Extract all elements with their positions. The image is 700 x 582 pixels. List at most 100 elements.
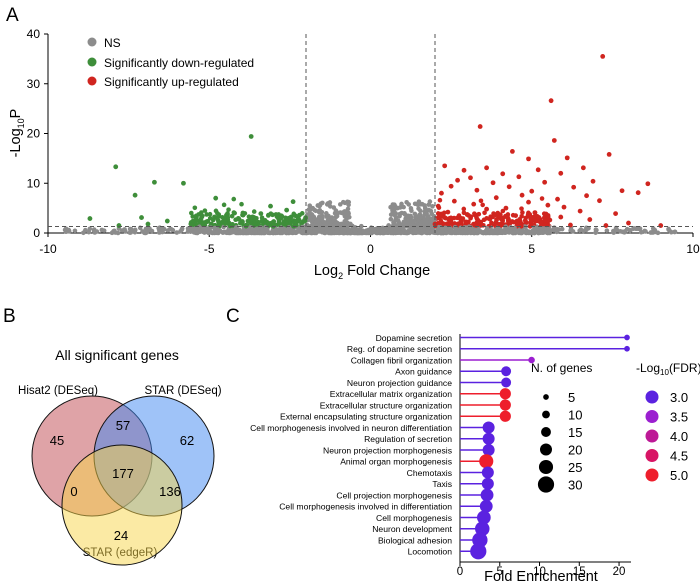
volcano-point: [63, 226, 69, 232]
volcano-point: [213, 195, 219, 201]
legend-label-down: Significantly down-regulated: [104, 56, 254, 70]
volcano-point: [419, 230, 424, 235]
volcano-point: [461, 206, 467, 212]
volcano-point: [506, 184, 512, 190]
term-label: Collagen fibril organization: [351, 355, 452, 365]
volcano-point: [606, 151, 612, 157]
volcano-point: [342, 209, 348, 214]
volcano-point: [495, 210, 501, 216]
term-label: Extracellular matrix organization: [330, 389, 452, 399]
volcano-point: [149, 228, 155, 234]
volcano-point: [284, 207, 290, 213]
volcano-point: [658, 223, 664, 228]
volcano-point: [504, 215, 510, 220]
volcano-point: [520, 210, 525, 215]
volcano-point: [327, 204, 333, 209]
lollipop-head: [482, 432, 495, 445]
term-label: Taxis: [432, 479, 452, 489]
volcano-point: [614, 227, 620, 233]
volcano-point: [580, 165, 586, 171]
volcano-point: [386, 230, 391, 235]
volcano-point: [174, 230, 180, 235]
volcano-point: [441, 210, 447, 216]
volcano-point: [506, 219, 511, 224]
volcano-point: [226, 207, 231, 212]
volcano-point: [430, 204, 435, 209]
volcano-point: [300, 219, 306, 225]
volcano-x-tick-label: 10: [686, 242, 700, 256]
volcano-point: [165, 228, 171, 233]
volcano-point: [401, 204, 406, 210]
term-label: Neuron projection guidance: [347, 378, 452, 388]
volcano-point: [189, 210, 194, 216]
volcano-point: [416, 206, 421, 211]
volcano-point: [139, 215, 144, 220]
volcano-point: [343, 212, 348, 218]
volcano-point: [274, 214, 280, 219]
panel-label-b: B: [3, 306, 16, 327]
volcano-point: [413, 214, 418, 220]
volcano-point: [287, 217, 293, 222]
size-legend-label: 5: [568, 390, 575, 405]
threshold-lines: [48, 34, 693, 233]
volcano-point: [490, 180, 496, 186]
enrichment-x-ticks: 0 5 10 15 20: [457, 562, 625, 578]
volcano-point: [143, 226, 149, 232]
term-label: Extracellular structure organization: [320, 400, 453, 410]
volcano-point: [229, 230, 235, 235]
volcano-point: [437, 197, 443, 203]
volcano-x-ticks: -10 -5 0 5 10: [39, 233, 700, 256]
volcano-point: [448, 215, 454, 221]
volcano-point: [306, 230, 311, 235]
volcano-point: [494, 216, 499, 222]
volcano-point: [455, 177, 460, 183]
enrichment-x-label: Fold Enrichement: [484, 569, 598, 582]
volcano-point: [222, 216, 227, 222]
volcano-point: [545, 214, 551, 220]
volcano-point: [270, 228, 275, 234]
volcano-point: [604, 228, 610, 233]
volcano-x-tick-label: 5: [528, 242, 535, 256]
volcano-point: [635, 190, 641, 196]
term-label: Chemotaxis: [407, 468, 452, 478]
volcano-point: [252, 216, 258, 222]
color-legend-title: -Log10(FDR): [636, 361, 700, 377]
volcano-point: [251, 209, 257, 214]
volcano-point: [204, 212, 209, 217]
significant-points: [87, 53, 664, 228]
volcano-point: [207, 215, 213, 221]
volcano-point: [396, 223, 401, 228]
volcano-point: [635, 226, 641, 231]
volcano-point: [300, 224, 305, 230]
volcano-point: [500, 208, 506, 214]
volcano-point: [568, 228, 573, 233]
volcano-point: [603, 223, 609, 228]
term-label: Regulation of secretion: [364, 434, 452, 444]
volcano-point: [495, 230, 500, 236]
color-legend-dot: [645, 468, 659, 482]
volcano-point: [413, 229, 419, 235]
volcano-point: [577, 208, 583, 214]
volcano-point: [500, 171, 506, 177]
volcano-point: [536, 215, 542, 220]
volcano-point: [319, 229, 325, 234]
volcano-point: [246, 214, 252, 219]
volcano-point: [439, 230, 444, 236]
lollipop-head: [482, 421, 495, 434]
volcano-point: [477, 221, 483, 226]
volcano-point: [207, 211, 213, 217]
size-legend-label: 15: [568, 425, 582, 440]
lollipop-head: [528, 356, 535, 364]
color-legend-dot: [645, 390, 659, 404]
volcano-point: [428, 216, 434, 222]
volcano-point: [503, 205, 509, 211]
volcano-point: [427, 230, 432, 236]
term-label: Cell morphogenesis involved in neuron di…: [250, 423, 452, 433]
volcano-point: [451, 198, 457, 204]
volcano-point: [268, 211, 274, 216]
color-legend-dot: [645, 449, 659, 462]
volcano-point: [253, 227, 258, 232]
legend-label-ns: NS: [104, 36, 121, 50]
legend-dot-up: [87, 76, 97, 86]
venn-count-hisat2-star-edger: 0: [70, 484, 77, 499]
